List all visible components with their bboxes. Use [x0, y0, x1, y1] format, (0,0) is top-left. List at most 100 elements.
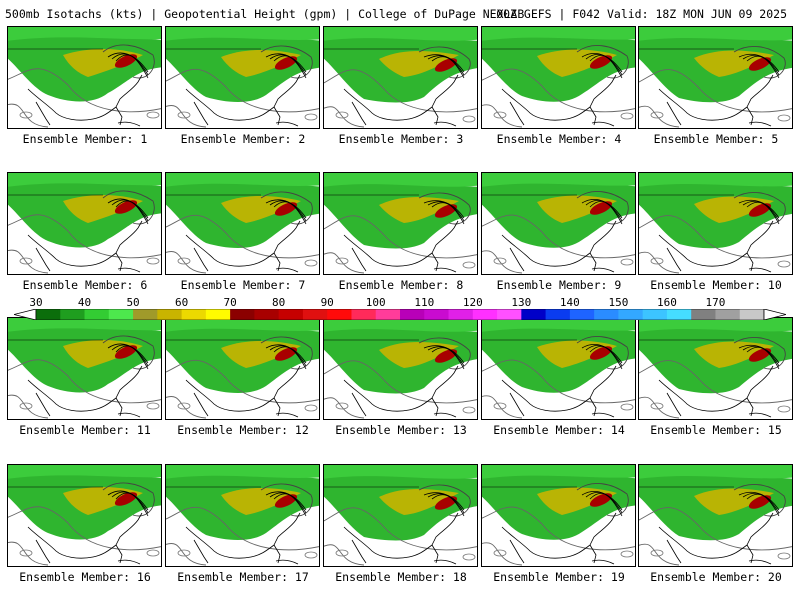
member-map-svg — [639, 173, 792, 274]
colorbar-tick-label: 120 — [462, 296, 483, 309]
height-contour — [102, 44, 155, 79]
colorbar-tick-label: 50 — [126, 296, 140, 309]
isotach-band-northern — [166, 173, 319, 187]
member-map-svg — [324, 318, 477, 419]
height-contour — [650, 402, 664, 410]
member-number: 10 — [767, 278, 782, 292]
colorbar-swatch — [424, 309, 450, 320]
height-contour — [639, 215, 792, 259]
member-number: 12 — [294, 423, 309, 437]
height-contour — [115, 54, 149, 79]
member-number: 13 — [452, 423, 467, 437]
coastline — [509, 101, 525, 126]
height-contour — [418, 192, 471, 225]
member-map — [7, 26, 162, 129]
member-map — [481, 26, 636, 129]
ensemble-member-panel: Ensemble Member: 11 — [7, 317, 162, 437]
height-contour — [639, 360, 792, 404]
isotach-max-core — [434, 58, 458, 72]
height-contour — [324, 360, 477, 404]
member-map — [7, 172, 162, 275]
ensemble-member-panel: Ensemble Member: 9 — [481, 172, 636, 292]
member-number: 7 — [298, 278, 306, 292]
height-contour — [146, 402, 160, 410]
member-label: Ensemble Member: 14 — [473, 423, 645, 437]
member-label-prefix: Ensemble Member: — [650, 423, 768, 437]
coastline — [343, 220, 459, 267]
height-contour — [482, 250, 523, 274]
height-contour — [324, 397, 365, 419]
colorbar-swatch — [84, 309, 110, 320]
member-label-prefix: Ensemble Member: — [22, 278, 141, 292]
member-label-prefix: Ensemble Member: — [180, 278, 299, 292]
colorbar-swatch — [157, 309, 183, 320]
height-contour — [8, 68, 161, 113]
coastline — [35, 539, 51, 564]
member-map — [165, 464, 320, 567]
coastline — [35, 392, 51, 417]
ensemble-member-panel: Ensemble Member: 14 — [481, 317, 636, 437]
height-contour — [431, 494, 465, 517]
height-contour — [115, 200, 149, 225]
height-contour — [260, 45, 313, 79]
height-contour — [777, 260, 791, 268]
height-contour — [777, 405, 791, 413]
coastline — [748, 412, 772, 418]
height-contour — [639, 251, 680, 274]
isotach-band-northern — [324, 465, 477, 479]
coastline — [591, 412, 615, 418]
height-contour — [335, 549, 349, 557]
coastline — [193, 392, 209, 417]
member-number: 6 — [140, 278, 148, 292]
isotach-max-core — [114, 492, 138, 506]
height-contour — [335, 257, 349, 265]
ensemble-member-panel: Ensemble Member: 19 — [481, 464, 636, 584]
member-number: 17 — [294, 570, 309, 584]
height-contour — [639, 543, 680, 566]
height-contour — [102, 335, 155, 370]
member-number: 3 — [456, 132, 464, 146]
isotach-colorbar: 30 40 50 60 70 80 90 100 110 120 130 140 150 160 170 — [14, 297, 786, 321]
height-contour — [146, 549, 160, 557]
height-contour — [576, 336, 629, 370]
member-label: Ensemble Member: 19 — [473, 570, 645, 584]
member-label: Ensemble Member: 10 — [630, 278, 800, 292]
height-contour — [639, 105, 680, 128]
height-contour — [576, 483, 629, 517]
coastline — [658, 365, 774, 412]
colorbar-swatch — [36, 309, 61, 320]
isotach-band-northern — [482, 318, 635, 332]
isotach-max-core — [434, 204, 458, 218]
header-title: 500mb Isotachs (kts) | Geopotential Heig… — [5, 7, 525, 21]
coastline — [343, 365, 459, 412]
coastline — [351, 392, 367, 417]
ensemble-member-panel: Ensemble Member: 4 — [481, 26, 636, 146]
height-contour — [146, 111, 160, 119]
height-contour — [273, 201, 307, 225]
member-label-prefix: Ensemble Member: — [22, 132, 141, 146]
coastline — [193, 247, 209, 272]
colorbar-swatch — [545, 309, 571, 320]
colorbar-swatch — [618, 309, 644, 320]
coastline — [275, 412, 299, 418]
height-contour — [260, 336, 313, 370]
member-map-svg — [482, 173, 635, 274]
colorbar-swatch — [400, 309, 425, 320]
member-label: Ensemble Member: 2 — [157, 132, 329, 146]
height-contour — [589, 201, 623, 225]
colorbar-tick-label: 30 — [29, 296, 43, 309]
member-number: 4 — [614, 132, 622, 146]
colorbar-tick-label: 130 — [511, 296, 532, 309]
height-contour — [102, 190, 155, 225]
height-contour — [431, 347, 465, 370]
height-contour — [8, 214, 161, 259]
isotach-max-core — [114, 200, 138, 214]
height-contour — [418, 337, 471, 370]
ensemble-member-panel: Ensemble Member: 5 — [638, 26, 793, 146]
height-contour — [177, 257, 191, 265]
height-contour — [166, 68, 319, 113]
height-contour — [166, 506, 319, 551]
isotach-max-core — [748, 348, 772, 362]
member-number: 2 — [298, 132, 306, 146]
colorbar-swatch — [108, 309, 134, 320]
